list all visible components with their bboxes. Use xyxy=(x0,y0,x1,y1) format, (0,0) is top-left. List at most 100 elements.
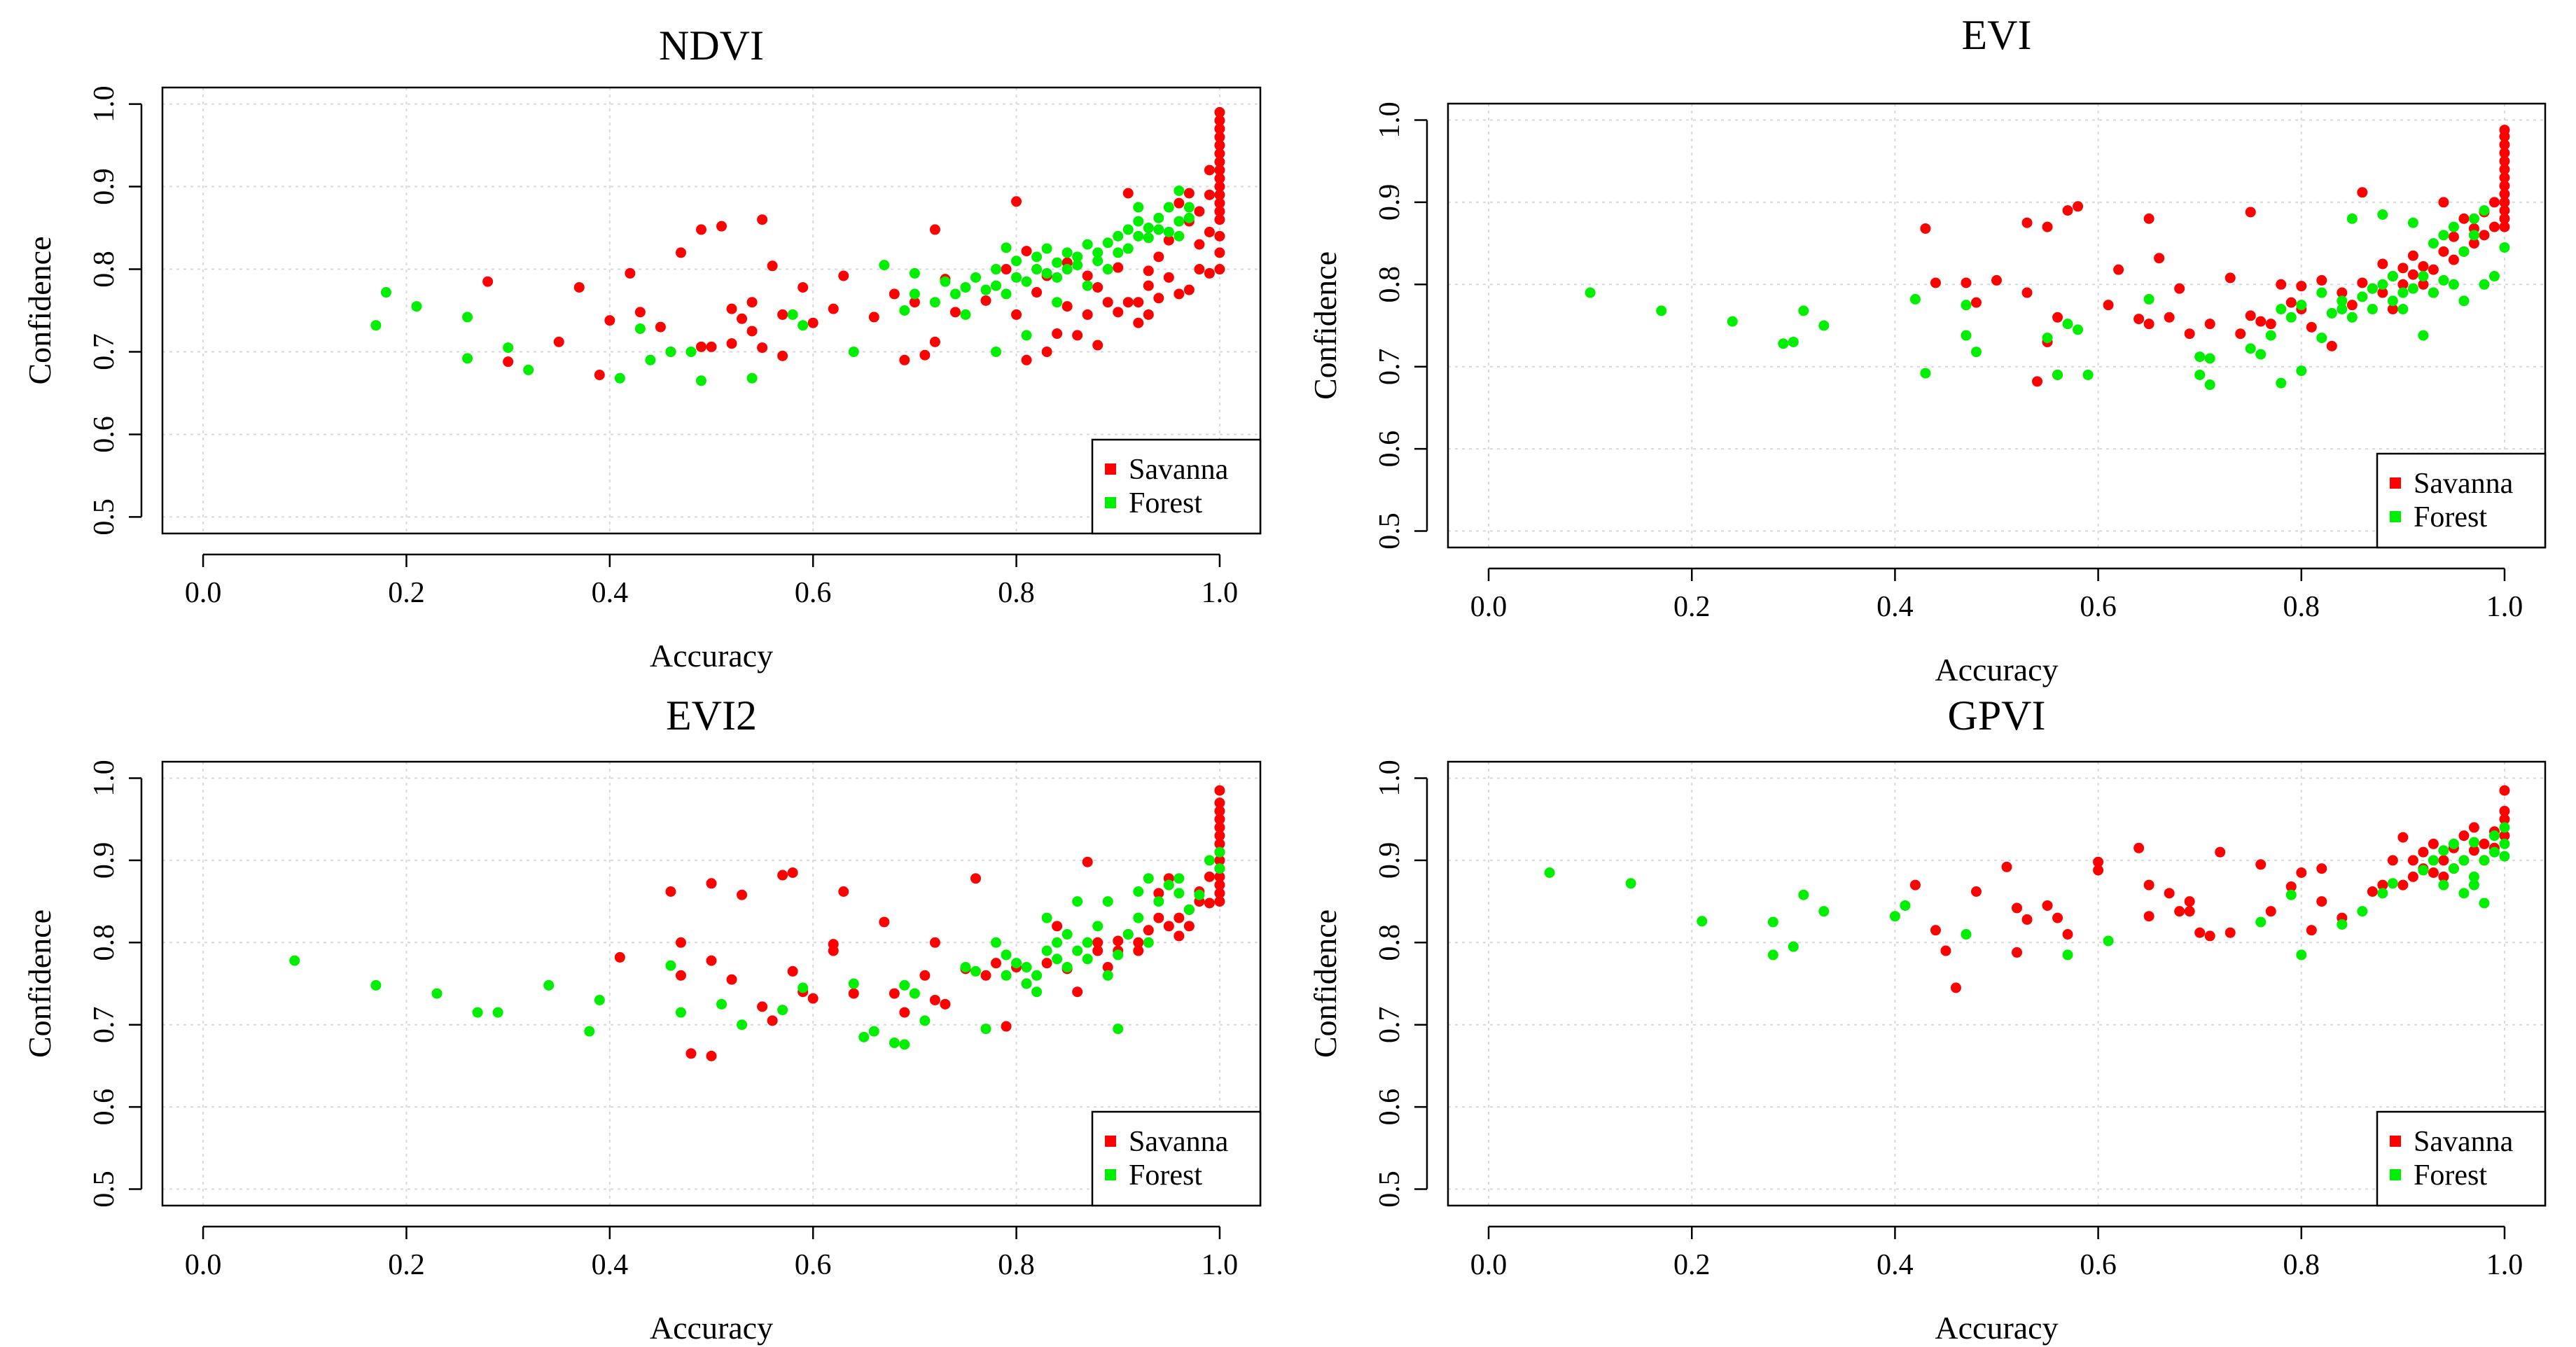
data-point-forest xyxy=(1041,945,1052,956)
data-point-forest xyxy=(2062,319,2073,330)
data-point-forest xyxy=(1041,267,1052,279)
data-point-savanna xyxy=(1214,132,1225,143)
legend-swatch-forest xyxy=(1105,1169,1116,1180)
data-point-forest xyxy=(2479,898,2490,909)
data-point-forest xyxy=(899,979,910,991)
data-point-savanna xyxy=(2032,376,2043,387)
data-point-forest xyxy=(2387,878,2398,889)
x-tick-label: 0.8 xyxy=(998,1249,1035,1281)
data-point-savanna xyxy=(1082,856,1093,867)
data-point-savanna xyxy=(2418,279,2429,290)
data-point-forest xyxy=(2479,279,2490,290)
data-point-savanna xyxy=(1214,181,1225,193)
data-point-savanna xyxy=(1113,262,1124,273)
data-point-savanna xyxy=(2306,925,2317,936)
data-point-savanna xyxy=(1194,264,1205,275)
data-point-savanna xyxy=(929,994,940,1005)
data-point-savanna xyxy=(2488,197,2500,208)
data-point-forest xyxy=(2285,889,2297,900)
data-point-savanna xyxy=(828,945,839,956)
data-point-forest xyxy=(2062,949,2073,961)
data-point-savanna xyxy=(1153,912,1164,923)
data-point-savanna xyxy=(1082,270,1093,281)
data-point-savanna xyxy=(2215,846,2226,858)
data-point-forest xyxy=(2479,855,2490,866)
data-point-forest xyxy=(523,364,534,375)
data-point-savanna xyxy=(787,867,798,878)
data-point-forest xyxy=(1214,846,1225,858)
data-point-forest xyxy=(370,979,382,991)
data-point-savanna xyxy=(1133,945,1144,956)
data-point-forest xyxy=(2468,871,2479,882)
data-point-savanna xyxy=(1174,912,1185,923)
data-point-forest xyxy=(858,1031,870,1042)
y-tick-label: 0.8 xyxy=(88,251,120,288)
data-point-forest xyxy=(1697,916,1708,927)
data-point-forest xyxy=(1920,368,1931,379)
data-point-forest xyxy=(1122,224,1134,235)
y-tick-label: 0.7 xyxy=(88,1006,120,1043)
data-point-savanna xyxy=(2479,838,2490,849)
data-point-savanna xyxy=(757,1001,768,1012)
data-point-savanna xyxy=(838,270,849,281)
data-point-savanna xyxy=(1061,301,1073,312)
data-point-savanna xyxy=(1153,251,1164,263)
data-point-savanna xyxy=(665,886,676,898)
y-tick-label: 0.7 xyxy=(1374,348,1406,385)
data-point-savanna xyxy=(2357,277,2368,288)
data-point-savanna xyxy=(838,886,849,898)
data-point-forest xyxy=(2499,838,2510,849)
x-tick-label: 0.6 xyxy=(795,1249,832,1281)
data-point-savanna xyxy=(1143,925,1154,936)
data-point-forest xyxy=(1113,247,1124,258)
data-point-savanna xyxy=(2276,279,2287,290)
data-point-savanna xyxy=(1214,797,1225,809)
data-point-forest xyxy=(2082,369,2094,380)
legend-swatch-savanna xyxy=(1105,463,1116,475)
data-point-forest xyxy=(980,1024,991,1035)
data-point-forest xyxy=(665,346,676,357)
data-point-savanna xyxy=(2397,879,2409,891)
data-point-savanna xyxy=(2143,911,2154,922)
data-point-savanna xyxy=(1174,930,1185,942)
data-point-forest xyxy=(1798,889,1809,900)
data-point-forest xyxy=(2448,838,2459,849)
data-point-savanna xyxy=(2448,231,2459,242)
data-point-forest xyxy=(960,309,971,320)
data-point-savanna xyxy=(2377,258,2388,270)
data-point-forest xyxy=(634,323,646,334)
data-point-forest xyxy=(675,1007,686,1018)
data-point-forest xyxy=(1072,945,1083,956)
data-point-forest xyxy=(1183,904,1195,915)
y-axis-label: Confidence xyxy=(22,236,57,384)
data-point-forest xyxy=(2052,369,2063,380)
data-point-forest xyxy=(1174,216,1185,227)
data-point-forest xyxy=(1788,336,1799,347)
data-point-savanna xyxy=(2174,283,2185,294)
data-point-savanna xyxy=(1194,239,1205,250)
data-point-savanna xyxy=(2154,253,2165,264)
y-tick-label: 0.8 xyxy=(1374,266,1406,303)
data-point-savanna xyxy=(919,349,931,361)
data-point-savanna xyxy=(929,336,940,347)
data-point-forest xyxy=(1001,949,1012,961)
legend-box xyxy=(2376,452,2547,549)
data-point-savanna xyxy=(1011,196,1022,207)
data-point-forest xyxy=(798,982,809,993)
data-point-savanna xyxy=(1214,189,1225,200)
series-forest xyxy=(1585,205,2510,391)
data-point-forest xyxy=(1122,929,1134,940)
data-point-savanna xyxy=(746,326,758,337)
data-point-forest xyxy=(1174,873,1185,884)
data-point-savanna xyxy=(1214,106,1225,118)
data-point-forest xyxy=(2407,217,2418,228)
data-point-savanna xyxy=(2499,139,2510,151)
data-point-forest xyxy=(2377,209,2388,220)
data-point-savanna xyxy=(1082,309,1093,320)
data-point-savanna xyxy=(2306,321,2317,333)
data-point-savanna xyxy=(2377,287,2388,298)
series-forest xyxy=(1544,822,2510,961)
data-point-savanna xyxy=(777,870,788,881)
data-point-savanna xyxy=(2012,947,2023,958)
